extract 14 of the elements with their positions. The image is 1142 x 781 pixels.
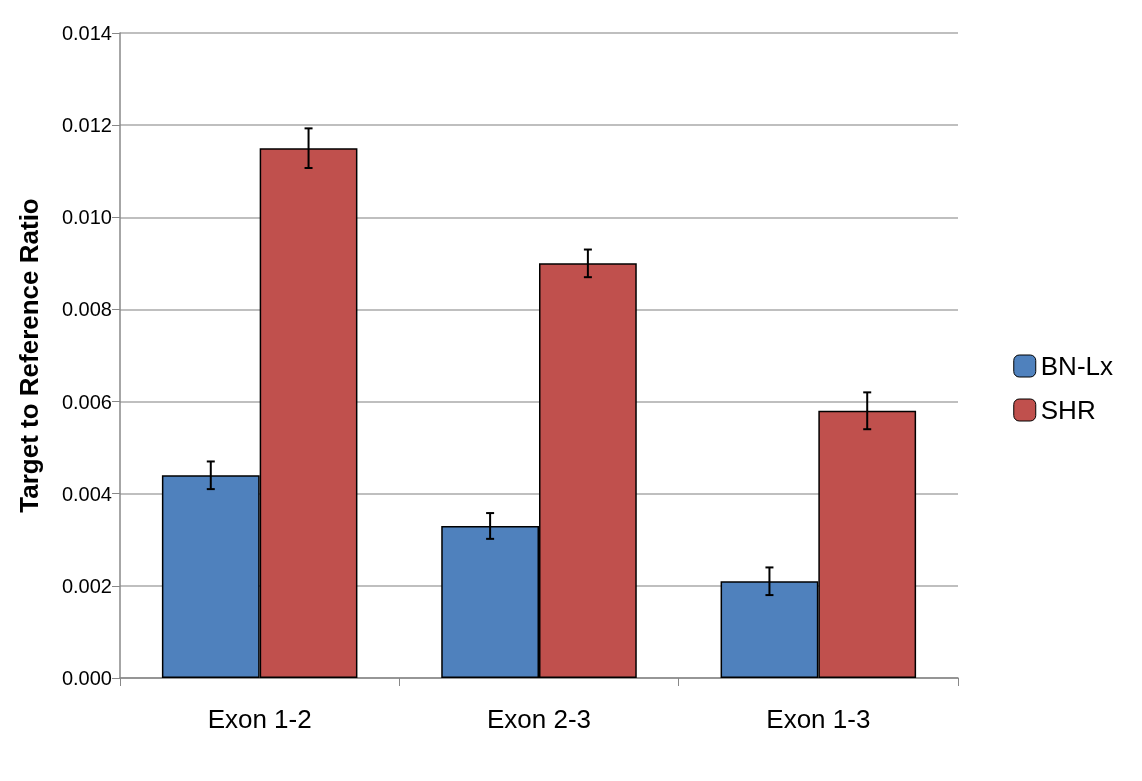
y-tick-label: 0.010 (61, 206, 112, 229)
legend-label: SHR (1040, 395, 1096, 425)
y-tick-label: 0.012 (61, 114, 112, 137)
y-tick-label: 0.006 (61, 390, 112, 413)
y-tick-label: 0.002 (61, 574, 112, 597)
y-tick-label: 0.000 (61, 667, 112, 689)
x-tick-label: Exon 1-2 (207, 704, 312, 734)
y-tick-label: 0.004 (61, 482, 112, 505)
y-tick-label: 0.014 (61, 22, 112, 44)
x-tick-label: Exon 1-3 (766, 704, 871, 734)
y-tick-label: 0.008 (61, 298, 112, 321)
legend-label: BN-Lx (1040, 351, 1114, 381)
x-tick-label: Exon 2-3 (486, 704, 592, 734)
y-axis-title: Target to Reference Ratio (14, 198, 44, 513)
